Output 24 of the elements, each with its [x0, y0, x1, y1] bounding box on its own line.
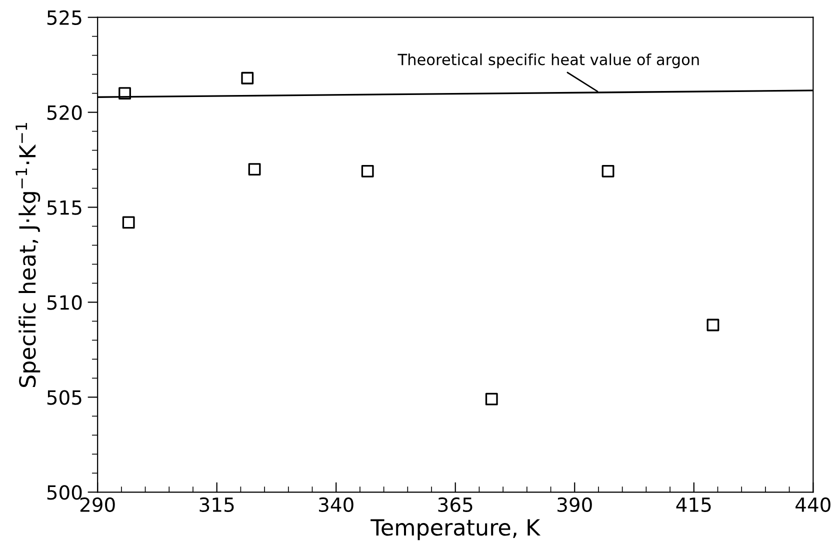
point	[248, 163, 261, 176]
point	[361, 164, 374, 178]
annotation: Theoretical specific heat value of argon	[398, 53, 699, 68]
y-tick-label: 525	[47, 10, 82, 26]
y-axis-title: Specific heat, J·kg$^{−1}$·K$^{−1}$	[16, 123, 40, 388]
point	[241, 72, 254, 84]
y-tick-label: 500	[47, 485, 82, 500]
x-tick-label: 415	[676, 498, 711, 512]
point	[118, 87, 131, 100]
x-tick-label: 315	[200, 497, 234, 512]
point	[706, 318, 720, 332]
point	[122, 216, 135, 229]
x-axis-title: Temperature, K	[370, 519, 541, 540]
x-tick-label: 340	[319, 497, 354, 512]
x-tick-label: 290	[80, 497, 115, 512]
y-tick-label: 510	[47, 295, 82, 310]
y-tick-label: 515	[47, 200, 82, 215]
point	[485, 392, 498, 406]
y-tick-label: 505	[47, 390, 82, 405]
y-tick-label: 520	[47, 105, 82, 120]
x-tick-label: 440	[796, 497, 830, 512]
x-tick-label: 365	[438, 497, 472, 512]
point	[602, 164, 614, 178]
x-tick-label: 390	[558, 497, 592, 512]
